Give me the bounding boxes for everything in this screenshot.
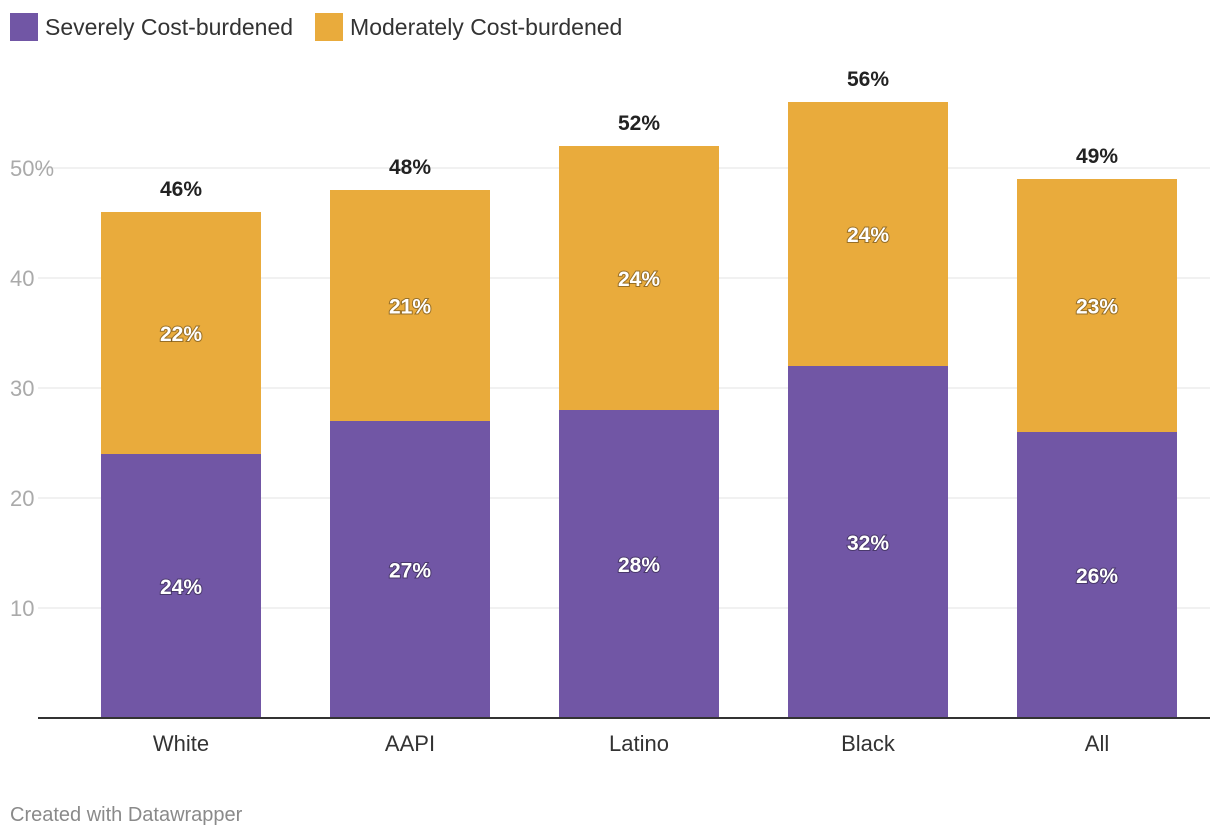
bar-segment-moderately — [788, 102, 948, 366]
bar-value-label: 23% — [1076, 296, 1118, 319]
bar-total-label: 48% — [389, 156, 431, 179]
legend-swatch-severely — [10, 13, 38, 41]
x-tick-label: All — [1085, 731, 1109, 756]
bar-segment-moderately — [1017, 179, 1177, 432]
bar-value-label: 28% — [618, 554, 660, 577]
bar-segment-moderately — [101, 212, 261, 454]
bar-value-label: 26% — [1076, 565, 1118, 588]
stacked-bar-chart: 10 20 30 40 50% 24% 22% 46% White 27% 21% 48% AAPI 28… — [10, 68, 1210, 756]
bar-total-label: 56% — [847, 68, 889, 91]
legend-label-moderately: Moderately Cost-burdened — [350, 13, 623, 40]
legend-swatch-moderately — [315, 13, 344, 41]
footer-credit: Created with Datawrapper — [10, 804, 243, 826]
bar-value-label: 24% — [847, 224, 889, 247]
bar-segment-severely — [1017, 432, 1177, 718]
y-tick-label: 20 — [10, 486, 34, 511]
y-tick-label: 40 — [10, 266, 34, 291]
bar-segment-severely — [101, 454, 261, 718]
bar-value-label: 24% — [160, 576, 202, 599]
bar-total-label: 49% — [1076, 145, 1118, 168]
bar-segment-severely — [788, 366, 948, 718]
legend-item-moderately: Moderately Cost-burdened — [315, 13, 622, 41]
bar-value-label: 22% — [160, 323, 202, 346]
bar-total-label: 52% — [618, 112, 660, 135]
y-tick-label: 50% — [10, 156, 54, 181]
bar-segment-moderately — [559, 146, 719, 410]
x-tick-label: White — [153, 731, 209, 756]
x-tick-label: Latino — [609, 731, 669, 756]
y-tick-label: 30 — [10, 376, 34, 401]
bar-segment-severely — [559, 410, 719, 718]
bar-segment-moderately — [330, 190, 490, 421]
bar-value-label: 21% — [389, 296, 431, 319]
bar-value-label: 32% — [847, 532, 889, 555]
x-tick-label: Black — [841, 731, 896, 756]
x-tick-label: AAPI — [385, 731, 435, 756]
bar-total-label: 46% — [160, 178, 202, 201]
y-tick-label: 10 — [10, 596, 34, 621]
bar-value-label: 24% — [618, 268, 660, 291]
bar-value-label: 27% — [389, 560, 431, 583]
legend-item-severely: Severely Cost-burdened — [10, 13, 293, 41]
legend: Severely Cost-burdened Moderately Cost-b… — [10, 13, 644, 41]
legend-label-severely: Severely Cost-burdened — [45, 13, 294, 40]
bar-segment-severely — [330, 421, 490, 718]
